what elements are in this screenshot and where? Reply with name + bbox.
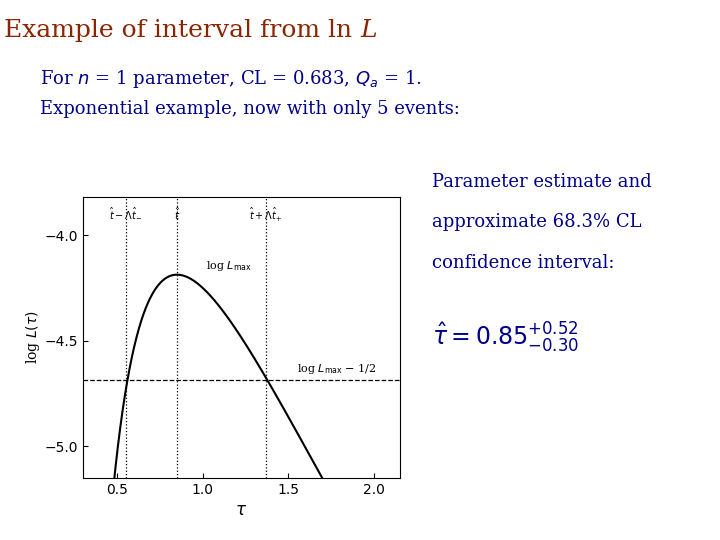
- X-axis label: $\tau$: $\tau$: [235, 502, 247, 519]
- Text: Exponential example, now with only 5 events:: Exponential example, now with only 5 eve…: [40, 100, 459, 118]
- Text: approximate 68.3% CL: approximate 68.3% CL: [432, 213, 642, 231]
- Text: $\hat{\tau} = 0.85^{+0.52}_{-0.30}$: $\hat{\tau} = 0.85^{+0.52}_{-0.30}$: [432, 321, 579, 355]
- Y-axis label: log $L(\tau)$: log $L(\tau)$: [24, 310, 42, 365]
- Text: For $n$ = 1 parameter, CL = 0.683, $Q_{a}$ = 1.: For $n$ = 1 parameter, CL = 0.683, $Q_{a…: [40, 68, 421, 90]
- Text: $\hat{t} - \Lambda\hat{t}_{-}$: $\hat{t} - \Lambda\hat{t}_{-}$: [109, 206, 143, 220]
- Text: log $L_{\rm max}$ $-$ 1/2: log $L_{\rm max}$ $-$ 1/2: [297, 362, 377, 376]
- Text: confidence interval:: confidence interval:: [432, 254, 614, 272]
- Text: Parameter estimate and: Parameter estimate and: [432, 173, 652, 191]
- Text: log $L_{\rm max}$: log $L_{\rm max}$: [206, 259, 252, 273]
- Text: $\hat{t} + \Lambda\hat{t}_{+}$: $\hat{t} + \Lambda\hat{t}_{+}$: [249, 206, 283, 224]
- Text: Example of interval from ln: Example of interval from ln: [4, 19, 360, 42]
- Text: $\hat{t}$: $\hat{t}$: [174, 206, 180, 222]
- Text: L: L: [360, 19, 377, 42]
